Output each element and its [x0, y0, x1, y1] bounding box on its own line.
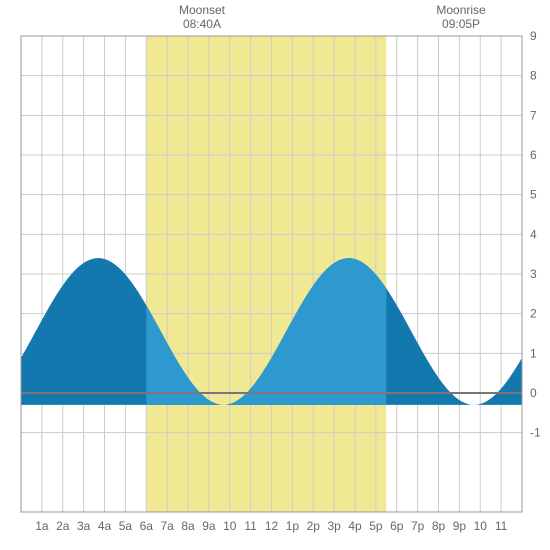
- x-tick-label: 11: [244, 519, 257, 533]
- x-tick-label: 5a: [119, 519, 133, 533]
- y-tick-label: -1: [530, 426, 541, 440]
- moonrise-label: Moonrise: [436, 3, 486, 17]
- x-tick-label: 1p: [286, 519, 300, 533]
- x-tick-label: 11: [495, 519, 508, 533]
- chart-svg: -101234567891a2a3a4a5a6a7a8a9a1011121p2p…: [0, 0, 550, 550]
- x-tick-label: 12: [265, 519, 279, 533]
- y-tick-label: 0: [530, 386, 537, 400]
- moonrise-time: 09:05P: [442, 17, 480, 31]
- x-tick-label: 1a: [35, 519, 49, 533]
- x-tick-label: 10: [474, 519, 488, 533]
- x-tick-label: 6a: [140, 519, 154, 533]
- moonset-label: Moonset: [179, 3, 226, 17]
- x-tick-label: 7p: [411, 519, 425, 533]
- x-tick-label: 8p: [432, 519, 446, 533]
- x-tick-label: 10: [223, 519, 237, 533]
- y-tick-label: 5: [530, 188, 537, 202]
- x-tick-label: 3a: [77, 519, 91, 533]
- x-tick-label: 8a: [181, 519, 195, 533]
- y-tick-label: 3: [530, 267, 537, 281]
- x-tick-label: 7a: [160, 519, 174, 533]
- x-tick-label: 2p: [307, 519, 321, 533]
- x-tick-label: 6p: [390, 519, 404, 533]
- x-tick-label: 9a: [202, 519, 216, 533]
- x-tick-label: 4p: [348, 519, 362, 533]
- y-tick-label: 1: [530, 346, 537, 360]
- y-tick-label: 2: [530, 307, 537, 321]
- x-tick-label: 4a: [98, 519, 112, 533]
- y-tick-label: 9: [530, 29, 537, 43]
- moonset-time: 08:40A: [183, 17, 221, 31]
- tide-chart: -101234567891a2a3a4a5a6a7a8a9a1011121p2p…: [0, 0, 550, 550]
- y-tick-label: 6: [530, 148, 537, 162]
- x-tick-label: 3p: [327, 519, 341, 533]
- x-tick-label: 9p: [453, 519, 467, 533]
- y-tick-label: 4: [530, 227, 537, 241]
- y-tick-label: 7: [530, 108, 537, 122]
- x-tick-label: 2a: [56, 519, 70, 533]
- x-tick-label: 5p: [369, 519, 383, 533]
- y-tick-label: 8: [530, 69, 537, 83]
